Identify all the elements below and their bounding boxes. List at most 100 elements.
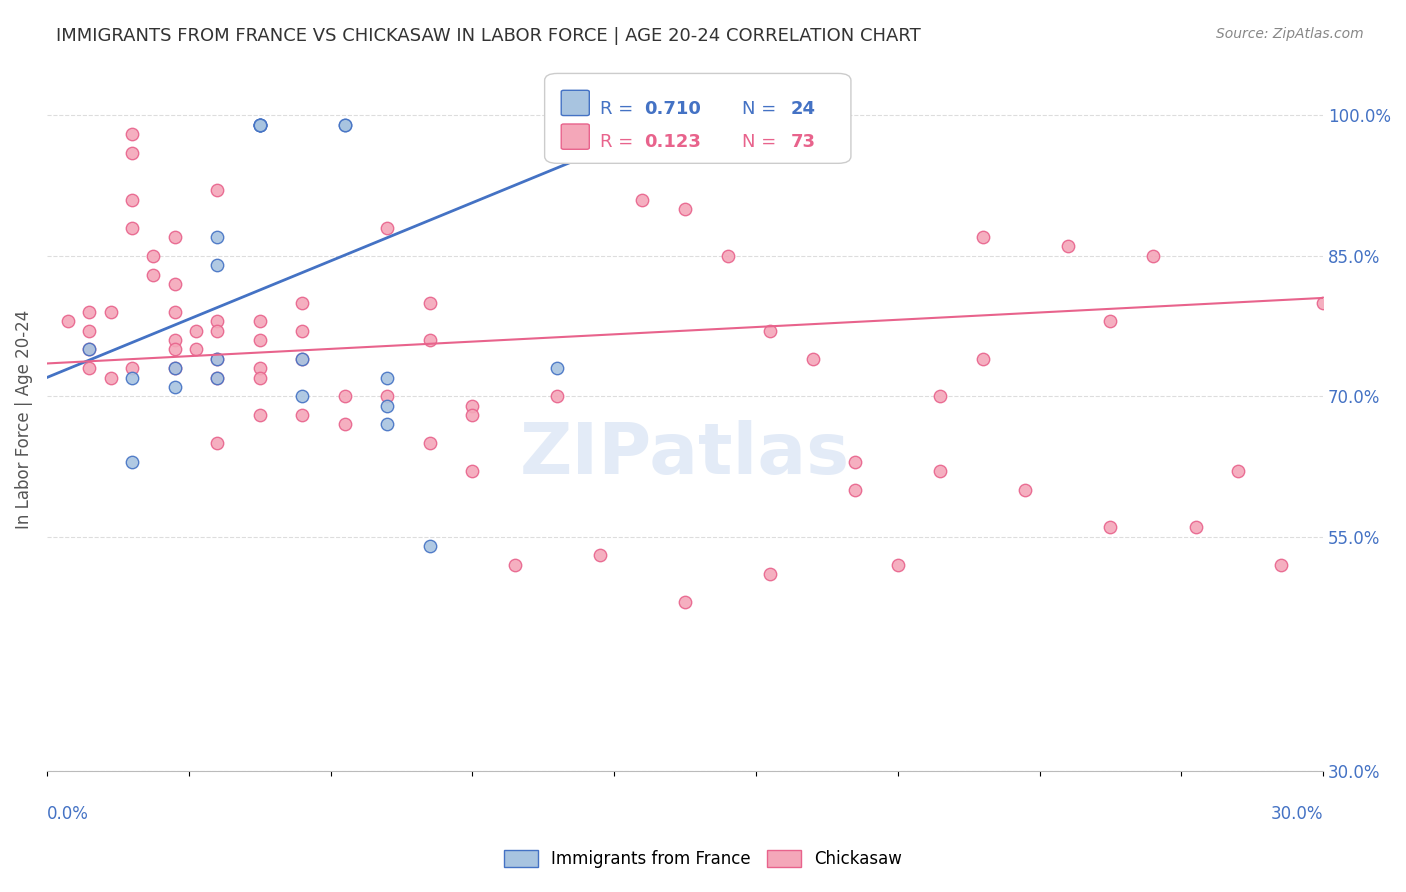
Point (419, 333, 441, 347)
Text: 24: 24 (792, 100, 815, 118)
FancyBboxPatch shape (544, 73, 851, 163)
Point (142, 268, 165, 282)
Point (546, 361, 568, 376)
FancyBboxPatch shape (561, 90, 589, 116)
Point (205, 183, 228, 197)
Point (291, 351, 314, 366)
Point (1184, 520, 1206, 534)
Point (1312, 295, 1334, 310)
Point (375, 220, 398, 235)
Text: 73: 73 (792, 133, 815, 151)
Point (291, 389, 314, 403)
Point (1142, 249, 1164, 263)
Point (972, 351, 994, 366)
Point (249, 118, 271, 132)
Point (333, 417, 356, 432)
Point (291, 295, 314, 310)
Point (249, 118, 271, 132)
Point (184, 343, 207, 357)
Point (291, 351, 314, 366)
Point (121, 145, 143, 160)
Point (163, 380, 186, 394)
Point (79, 305, 101, 319)
Point (333, 389, 356, 403)
Text: R =: R = (599, 100, 638, 118)
Point (291, 408, 314, 422)
Point (249, 118, 271, 132)
Text: R =: R = (599, 133, 638, 151)
Point (1014, 483, 1036, 497)
Point (205, 314, 228, 328)
Point (205, 351, 228, 366)
Point (333, 118, 356, 132)
Point (844, 455, 866, 469)
Point (1099, 520, 1122, 534)
Point (205, 436, 228, 450)
Text: 30.0%: 30.0% (1271, 805, 1323, 823)
Point (249, 314, 271, 328)
Point (249, 361, 271, 376)
Text: 0.123: 0.123 (644, 133, 702, 151)
Point (673, 595, 696, 609)
Point (163, 230, 186, 244)
Point (249, 118, 271, 132)
Point (1270, 558, 1292, 572)
Point (79, 324, 101, 338)
Point (163, 361, 186, 376)
Point (759, 567, 782, 582)
Point (844, 483, 866, 497)
Point (205, 351, 228, 366)
Text: 0.710: 0.710 (644, 100, 702, 118)
Point (79, 343, 101, 357)
Point (673, 202, 696, 216)
Point (929, 389, 952, 403)
Point (142, 249, 165, 263)
Point (56, 314, 79, 328)
Point (249, 333, 271, 347)
Text: N =: N = (742, 100, 783, 118)
Point (205, 258, 228, 272)
Point (419, 295, 441, 310)
Point (375, 417, 398, 432)
Point (375, 389, 398, 403)
Legend: Immigrants from France, Chickasaw: Immigrants from France, Chickasaw (498, 843, 908, 875)
Point (205, 230, 228, 244)
Point (184, 324, 207, 338)
Point (546, 389, 568, 403)
Point (461, 408, 484, 422)
Point (1057, 239, 1080, 253)
Point (375, 399, 398, 413)
Point (631, 118, 654, 132)
Point (333, 118, 356, 132)
Point (461, 464, 484, 478)
Point (163, 333, 186, 347)
Point (163, 361, 186, 376)
Point (886, 558, 908, 572)
Point (419, 436, 441, 450)
Point (163, 305, 186, 319)
Point (249, 408, 271, 422)
Point (121, 193, 143, 207)
Point (929, 464, 952, 478)
Text: N =: N = (742, 133, 783, 151)
Text: 0.0%: 0.0% (46, 805, 89, 823)
Point (1227, 464, 1250, 478)
Point (419, 539, 441, 553)
Point (249, 370, 271, 384)
Text: IMMIGRANTS FROM FRANCE VS CHICKASAW IN LABOR FORCE | AGE 20-24 CORRELATION CHART: IMMIGRANTS FROM FRANCE VS CHICKASAW IN L… (56, 27, 921, 45)
Text: ZIPatlas: ZIPatlas (520, 420, 851, 489)
Point (121, 455, 143, 469)
Point (100, 305, 122, 319)
Point (503, 558, 526, 572)
FancyBboxPatch shape (561, 124, 589, 149)
Point (759, 324, 782, 338)
Point (205, 370, 228, 384)
Y-axis label: In Labor Force | Age 20-24: In Labor Force | Age 20-24 (15, 310, 32, 529)
Point (205, 324, 228, 338)
Point (121, 361, 143, 376)
Point (461, 399, 484, 413)
Point (291, 324, 314, 338)
Point (589, 549, 612, 563)
Point (79, 361, 101, 376)
Point (716, 249, 738, 263)
